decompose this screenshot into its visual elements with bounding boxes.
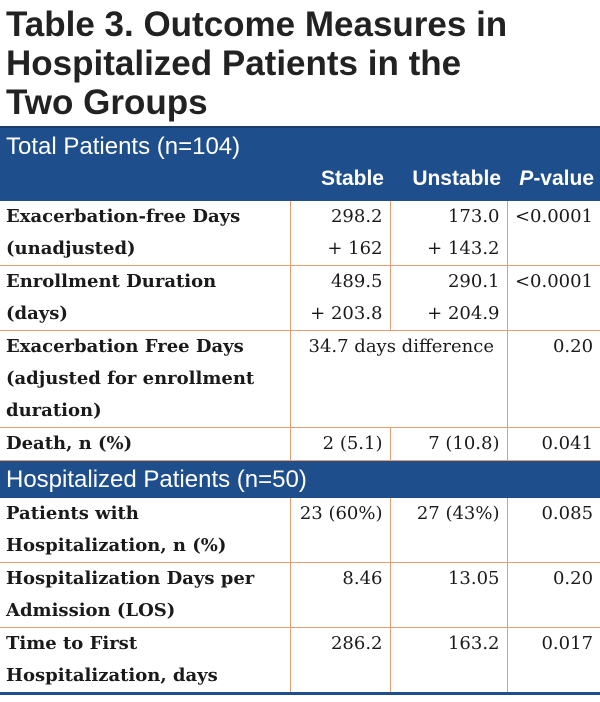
cell-unstable: 173.0 + 143.2	[389, 201, 507, 266]
cell-p-value: 0.085	[506, 498, 600, 563]
row-label-line: (adjusted for enrollment	[6, 368, 255, 389]
row-label-line: (unadjusted)	[6, 238, 136, 259]
row-label-line: (days)	[6, 303, 68, 324]
column-header-row: Stable Unstable P-value	[0, 161, 600, 201]
row-label: Enrollment Duration (days)	[0, 265, 290, 331]
row-label: Hospitalization Days per Admission (LOS)	[0, 562, 290, 628]
row-label: Death, n (%)	[0, 427, 290, 461]
row-label-line: Hospitalization, n (%)	[6, 535, 227, 556]
cell-unstable: 13.05	[389, 562, 507, 628]
row-label-line: Patients with	[6, 503, 139, 524]
header-p-value: P-value	[507, 161, 600, 201]
cell-line: + 162	[327, 238, 383, 259]
section-label: Hospitalized Patients (n=50)	[0, 460, 600, 498]
cell-line: + 203.8	[310, 303, 383, 324]
cell-stable: 23 (60%)	[289, 498, 390, 563]
cell-line: + 143.2	[427, 238, 500, 259]
row-label-line: Time to First	[6, 633, 138, 654]
row-label-line: Death, n (%)	[6, 433, 133, 454]
p-rest: -value	[533, 167, 595, 190]
cell-p-value: 0.20	[506, 562, 600, 628]
cell-stable: 8.46	[289, 562, 390, 628]
section-label: Total Patients (n=104)	[0, 126, 600, 161]
row-label: Exacerbation-free Days (unadjusted)	[0, 201, 290, 266]
cell-unstable: 7 (10.8)	[389, 427, 507, 461]
cell-stable: 489.5 + 203.8	[289, 265, 390, 331]
row-label-line: Hospitalization Days per	[6, 568, 255, 589]
cell-line: 173.0	[447, 206, 500, 227]
cell-p-value: <0.0001	[506, 265, 600, 331]
cell-p-value: 0.20	[506, 330, 600, 428]
cell-p-value: 0.017	[506, 627, 600, 692]
row-label: Exacerbation Free Days (adjusted for enr…	[0, 330, 290, 428]
cell-unstable: 27 (43%)	[389, 498, 507, 563]
table-row: Exacerbation-free Days (unadjusted) 298.…	[0, 201, 600, 266]
table-row: Time to First Hospitalization, days 286.…	[0, 627, 600, 693]
cell-line: + 204.9	[427, 303, 500, 324]
table-row: Hospitalization Days per Admission (LOS)…	[0, 562, 600, 628]
section-header-total: Total Patients (n=104)	[0, 126, 600, 161]
table-title: Table 3. Outcome Measures in Hospitalize…	[0, 0, 600, 126]
header-empty	[0, 161, 290, 201]
cell-line: 489.5	[330, 271, 383, 292]
row-label-line: Admission (LOS)	[6, 600, 176, 621]
row-label-line: Hospitalization, days	[6, 665, 218, 686]
title-line: Hospitalized Patients in the	[6, 44, 462, 83]
row-label-line: Exacerbation-free Days	[6, 206, 241, 227]
cell-p-value: <0.0001	[506, 201, 600, 266]
table-row: Exacerbation Free Days (adjusted for enr…	[0, 330, 600, 428]
bottom-rule	[0, 692, 600, 695]
outcome-table: Total Patients (n=104) Stable Unstable P…	[0, 126, 600, 692]
cell-p-value: 0.041	[506, 427, 600, 461]
row-label-line: Exacerbation Free Days	[6, 336, 244, 357]
header-unstable: Unstable	[390, 161, 507, 201]
row-label-line: duration)	[6, 400, 102, 421]
row-label-line: Enrollment Duration	[6, 271, 217, 292]
cell-stable: 298.2 + 162	[289, 201, 390, 266]
title-line: Two Groups	[6, 83, 208, 122]
cell-stable: 2 (5.1)	[289, 427, 390, 461]
title-line: Table 3. Outcome Measures in	[6, 5, 508, 44]
section-header-hospitalized: Hospitalized Patients (n=50)	[0, 460, 600, 498]
table-row: Patients with Hospitalization, n (%) 23 …	[0, 498, 600, 563]
p-italic: P	[519, 167, 534, 190]
row-label: Time to First Hospitalization, days	[0, 628, 290, 693]
table-row: Death, n (%) 2 (5.1) 7 (10.8) 0.041	[0, 427, 600, 461]
cell-stable: 286.2	[289, 627, 390, 692]
cell-line: 298.2	[330, 206, 383, 227]
cell-merged-difference: 34.7 days difference	[289, 330, 507, 428]
cell-unstable: 163.2	[389, 627, 507, 692]
cell-line: 290.1	[447, 271, 500, 292]
row-label: Patients with Hospitalization, n (%)	[0, 498, 290, 563]
table-row: Enrollment Duration (days) 489.5 + 203.8…	[0, 265, 600, 331]
header-stable: Stable	[290, 161, 390, 201]
cell-unstable: 290.1 + 204.9	[389, 265, 507, 331]
